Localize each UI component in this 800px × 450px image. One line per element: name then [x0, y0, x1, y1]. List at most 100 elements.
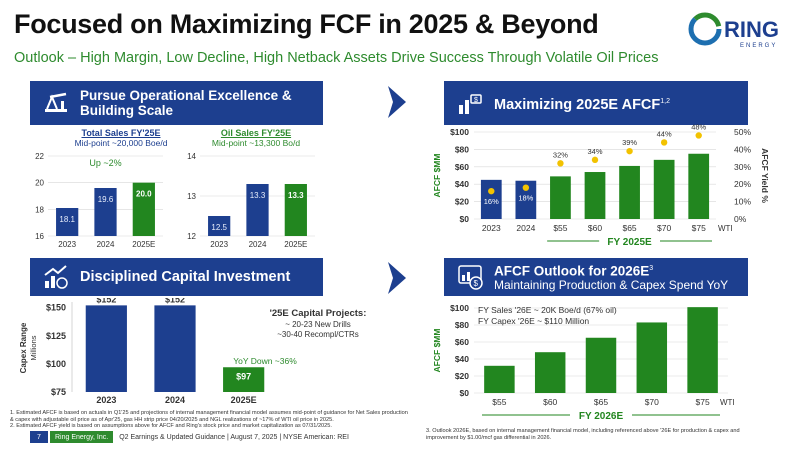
bar-value-label: 19.6: [98, 195, 114, 204]
money-bars-icon: $: [459, 94, 482, 114]
yield-label: 34%: [587, 147, 602, 156]
yield-marker: [660, 139, 668, 146]
y-tick-label: $100: [450, 127, 469, 137]
footnote-3: 3. Outlook 2026E, based on internal mana…: [426, 428, 740, 441]
outlook-panel-header: $ AFCF Outlook for 2026E3 Maintaining Pr…: [444, 258, 748, 296]
chevron-right-icon: [388, 262, 406, 294]
footnote-2: 2. Estimated AFCF yield is based on assu…: [10, 423, 332, 430]
bar: [636, 322, 668, 393]
wti-label: WTI: [718, 224, 733, 233]
x-tick-label: $60: [543, 397, 557, 407]
footer-brand: Ring Energy, Inc.: [50, 431, 114, 443]
bar: [56, 208, 79, 236]
x-tick-label: 2025E: [132, 240, 155, 249]
fcf-panel-sup: 1,2: [660, 97, 670, 105]
oil-pump-icon: [45, 92, 67, 112]
total-sales-subtitle: Mid-point ~20,000 Boe/d: [74, 138, 168, 148]
bar: [154, 305, 196, 392]
x-tick-label: $65: [622, 223, 636, 233]
capex-chart: $150 $125 $100 $75 $152 2023 $152 2024 $97 2025E C…: [19, 298, 366, 405]
y-axis-sublabel: Millions: [29, 335, 38, 360]
bar: [94, 188, 117, 236]
x-tick-label: 2024: [516, 223, 535, 233]
x-tick-label: 2024: [249, 240, 267, 249]
x-tick-label: 2024: [165, 395, 185, 405]
dollar-chart-icon: $: [458, 265, 483, 290]
y-tick-label: $60: [455, 162, 469, 172]
y2-tick-label: 20%: [734, 179, 751, 189]
page-subtitle: Outlook – High Margin, Low Decline, High…: [14, 50, 659, 66]
afcf-2026-chart: $100 $80 $60 $40 $20 $0 $55 $60 $65 $70 $75 WTI FY S…: [432, 303, 735, 422]
growth-annotation: Up ~2%: [89, 158, 121, 168]
oil-sales-subtitle: Mid-point ~13,300 Bo/d: [211, 138, 301, 148]
x-group-label: FY 2026E: [579, 411, 624, 422]
yield-label: 44%: [657, 129, 672, 138]
y2-tick-label: 40%: [734, 144, 751, 154]
bar-value-label: 13.3: [288, 191, 304, 200]
yield-marker: [557, 160, 564, 167]
bar: [515, 180, 537, 219]
ring-logo-icon: RING ENERGY: [688, 12, 779, 49]
capex-annotation: YoY Down ~36%: [233, 356, 297, 366]
total-sales-title: Total Sales FY'25E: [81, 128, 161, 138]
outlook-panel-title: AFCF Outlook for 2026E: [494, 263, 650, 279]
y-tick-label: $80: [455, 144, 469, 154]
x-tick-label: $55: [553, 223, 567, 233]
oil-sales-chart: 14 13 12 12.5 2023 13.3 2024 13.3 2025E: [187, 152, 315, 249]
yield-label: 16%: [484, 197, 499, 206]
x-tick-label: $75: [696, 397, 710, 407]
x-tick-label: 2023: [482, 223, 501, 233]
yield-label: 48%: [691, 122, 706, 131]
total-sales-chart: 22 20 18 16 18.1 2023 19.6 2024 20.0 2025E Up ~2%: [35, 152, 163, 249]
chart-note: FY Capex '26E ~ $110 Million: [478, 316, 589, 326]
svg-text:$: $: [474, 279, 479, 288]
bar: [619, 165, 640, 219]
y-tick-label: $60: [455, 337, 469, 347]
bar-value-label: $97: [236, 371, 251, 381]
y-axis-label: AFCF $MM: [432, 154, 442, 198]
bar-value-label: 20.0: [136, 190, 152, 199]
yield-marker: [695, 132, 702, 139]
bar-value-label: $152: [165, 298, 185, 304]
y-tick-label: 16: [35, 232, 44, 241]
bar: [687, 307, 718, 393]
capital-panel-title: Disciplined Capital Investment: [80, 268, 291, 285]
y-tick-label: 22: [35, 152, 44, 161]
bar: [534, 352, 566, 393]
page-number: 7: [30, 431, 48, 443]
bar: [585, 337, 617, 393]
y-tick-label: $100: [46, 359, 66, 369]
y-tick-label: 20: [35, 179, 44, 188]
wti-label: WTI: [720, 398, 735, 407]
company-logo: RING ENERGY: [688, 10, 793, 50]
yield-label: 39%: [622, 138, 637, 147]
y2-tick-label: 50%: [734, 127, 751, 137]
yield-label: 32%: [553, 150, 568, 159]
x-tick-label: $65: [594, 397, 608, 407]
bar: [132, 182, 155, 236]
y-tick-label: 14: [187, 152, 196, 161]
yield-marker: [626, 147, 633, 155]
operational-panel-header: Pursue Operational Excellence & Building…: [30, 81, 323, 125]
bar: [284, 184, 307, 236]
footnote-1: 1. Estimated AFCF is based on actuals in…: [10, 410, 408, 423]
x-tick-label: 2024: [97, 240, 115, 249]
chevron-right-icon: [388, 86, 406, 118]
projects-line: ~ 20-23 New Drills: [285, 320, 351, 329]
logo-text: RING: [724, 17, 779, 42]
y-tick-label: $75: [51, 387, 66, 397]
capital-panel-header: Disciplined Capital Investment: [30, 258, 323, 296]
x-tick-label: $70: [645, 397, 659, 407]
x-tick-label: 2025E: [284, 240, 307, 249]
projects-line: ~30-40 Recompl/CTRs: [277, 330, 359, 339]
x-tick-label: 2023: [58, 240, 76, 249]
fcf-panel-title: Maximizing 2025E AFCF: [494, 96, 661, 113]
bar: [653, 159, 675, 219]
yield-label: 18%: [518, 194, 533, 203]
yield-marker: [591, 156, 599, 164]
y-tick-label: $20: [455, 371, 469, 381]
outlook-panel-subtitle: Maintaining Production & Capex Spend YoY: [494, 278, 729, 293]
y-axis-label: Capex Range: [19, 322, 28, 373]
yield-marker: [522, 184, 530, 191]
y-tick-label: $40: [455, 179, 469, 189]
